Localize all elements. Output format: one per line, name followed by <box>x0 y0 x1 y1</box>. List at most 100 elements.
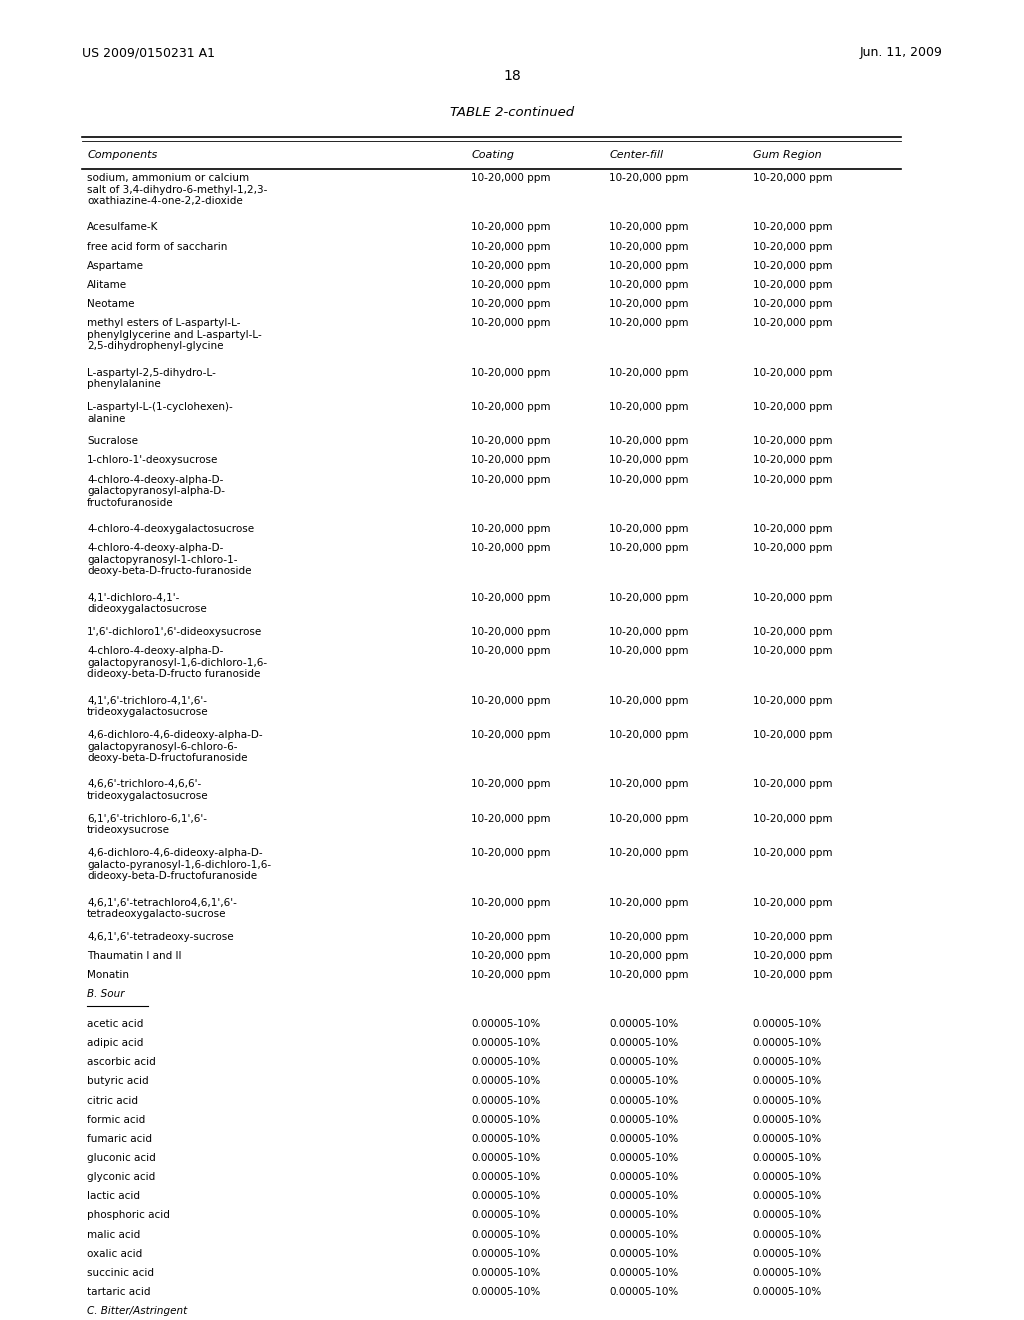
Text: 10-20,000 ppm: 10-20,000 ppm <box>471 627 551 638</box>
Text: 10-20,000 ppm: 10-20,000 ppm <box>609 593 689 603</box>
Text: 10-20,000 ppm: 10-20,000 ppm <box>471 260 551 271</box>
Text: 10-20,000 ppm: 10-20,000 ppm <box>753 280 833 290</box>
Text: 4-chloro-4-deoxygalactosucrose: 4-chloro-4-deoxygalactosucrose <box>87 524 254 535</box>
Text: 10-20,000 ppm: 10-20,000 ppm <box>609 367 689 378</box>
Text: 10-20,000 ppm: 10-20,000 ppm <box>609 645 689 656</box>
Text: 10-20,000 ppm: 10-20,000 ppm <box>471 898 551 908</box>
Text: 10-20,000 ppm: 10-20,000 ppm <box>753 367 833 378</box>
Text: 0.00005-10%: 0.00005-10% <box>609 1134 679 1144</box>
Text: 10-20,000 ppm: 10-20,000 ppm <box>753 223 833 232</box>
Text: 10-20,000 ppm: 10-20,000 ppm <box>609 401 689 412</box>
Text: 4-chloro-4-deoxy-alpha-D-
galactopyranosyl-1-chloro-1-
deoxy-beta-D-fructo-furan: 4-chloro-4-deoxy-alpha-D- galactopyranos… <box>87 543 252 577</box>
Text: 10-20,000 ppm: 10-20,000 ppm <box>609 898 689 908</box>
Text: malic acid: malic acid <box>87 1229 140 1239</box>
Text: 10-20,000 ppm: 10-20,000 ppm <box>753 298 833 309</box>
Text: 10-20,000 ppm: 10-20,000 ppm <box>471 779 551 789</box>
Text: 4,6,6'-trichloro-4,6,6'-
trideoxygalactosucrose: 4,6,6'-trichloro-4,6,6'- trideoxygalacto… <box>87 779 209 801</box>
Text: 10-20,000 ppm: 10-20,000 ppm <box>753 173 833 183</box>
Text: 0.00005-10%: 0.00005-10% <box>471 1152 541 1163</box>
Text: Components: Components <box>87 150 158 161</box>
Text: 4-chloro-4-deoxy-alpha-D-
galactopyranosyl-alpha-D-
fructofuranoside: 4-chloro-4-deoxy-alpha-D- galactopyranos… <box>87 474 225 508</box>
Text: ascorbic acid: ascorbic acid <box>87 1057 156 1068</box>
Text: 0.00005-10%: 0.00005-10% <box>753 1267 822 1278</box>
Text: 0.00005-10%: 0.00005-10% <box>609 1287 679 1298</box>
Text: 0.00005-10%: 0.00005-10% <box>471 1076 541 1086</box>
Text: 0.00005-10%: 0.00005-10% <box>753 1152 822 1163</box>
Text: glyconic acid: glyconic acid <box>87 1172 156 1183</box>
Text: 4,6-dichloro-4,6-dideoxy-alpha-D-
galacto-pyranosyl-1,6-dichloro-1,6-
dideoxy-be: 4,6-dichloro-4,6-dideoxy-alpha-D- galact… <box>87 847 271 882</box>
Text: oxalic acid: oxalic acid <box>87 1249 142 1259</box>
Text: 10-20,000 ppm: 10-20,000 ppm <box>609 696 689 706</box>
Text: 0.00005-10%: 0.00005-10% <box>753 1210 822 1221</box>
Text: 0.00005-10%: 0.00005-10% <box>609 1191 679 1201</box>
Text: 10-20,000 ppm: 10-20,000 ppm <box>753 847 833 858</box>
Text: L-aspartyl-2,5-dihydro-L-
phenylalanine: L-aspartyl-2,5-dihydro-L- phenylalanine <box>87 367 216 389</box>
Text: sodium, ammonium or calcium
salt of 3,4-dihydro-6-methyl-1,2,3-
oxathiazine-4-on: sodium, ammonium or calcium salt of 3,4-… <box>87 173 267 206</box>
Text: 10-20,000 ppm: 10-20,000 ppm <box>609 298 689 309</box>
Text: 10-20,000 ppm: 10-20,000 ppm <box>609 436 689 446</box>
Text: Sucralose: Sucralose <box>87 436 138 446</box>
Text: 0.00005-10%: 0.00005-10% <box>753 1019 822 1030</box>
Text: 10-20,000 ppm: 10-20,000 ppm <box>753 242 833 252</box>
Text: 10-20,000 ppm: 10-20,000 ppm <box>471 813 551 824</box>
Text: 0.00005-10%: 0.00005-10% <box>609 1038 679 1048</box>
Text: adipic acid: adipic acid <box>87 1038 143 1048</box>
Text: 0.00005-10%: 0.00005-10% <box>753 1191 822 1201</box>
Text: 10-20,000 ppm: 10-20,000 ppm <box>753 779 833 789</box>
Text: 0.00005-10%: 0.00005-10% <box>753 1114 822 1125</box>
Text: 0.00005-10%: 0.00005-10% <box>471 1172 541 1183</box>
Text: 10-20,000 ppm: 10-20,000 ppm <box>471 173 551 183</box>
Text: Coating: Coating <box>471 150 514 161</box>
Text: 10-20,000 ppm: 10-20,000 ppm <box>471 223 551 232</box>
Text: 18: 18 <box>503 69 521 83</box>
Text: 10-20,000 ppm: 10-20,000 ppm <box>753 436 833 446</box>
Text: 10-20,000 ppm: 10-20,000 ppm <box>471 950 551 961</box>
Text: 10-20,000 ppm: 10-20,000 ppm <box>471 543 551 553</box>
Text: 0.00005-10%: 0.00005-10% <box>609 1172 679 1183</box>
Text: 10-20,000 ppm: 10-20,000 ppm <box>471 318 551 329</box>
Text: 0.00005-10%: 0.00005-10% <box>471 1134 541 1144</box>
Text: 10-20,000 ppm: 10-20,000 ppm <box>471 280 551 290</box>
Text: 10-20,000 ppm: 10-20,000 ppm <box>609 474 689 484</box>
Text: 10-20,000 ppm: 10-20,000 ppm <box>753 970 833 981</box>
Text: formic acid: formic acid <box>87 1114 145 1125</box>
Text: 0.00005-10%: 0.00005-10% <box>609 1096 679 1106</box>
Text: 0.00005-10%: 0.00005-10% <box>471 1096 541 1106</box>
Text: butyric acid: butyric acid <box>87 1076 148 1086</box>
Text: 10-20,000 ppm: 10-20,000 ppm <box>753 813 833 824</box>
Text: 10-20,000 ppm: 10-20,000 ppm <box>753 593 833 603</box>
Text: methyl esters of L-aspartyl-L-
phenylglycerine and L-aspartyl-L-
2,5-dihydrophen: methyl esters of L-aspartyl-L- phenylgly… <box>87 318 262 351</box>
Text: 0.00005-10%: 0.00005-10% <box>609 1114 679 1125</box>
Text: 10-20,000 ppm: 10-20,000 ppm <box>609 932 689 942</box>
Text: Alitame: Alitame <box>87 280 127 290</box>
Text: 10-20,000 ppm: 10-20,000 ppm <box>753 627 833 638</box>
Text: 10-20,000 ppm: 10-20,000 ppm <box>753 696 833 706</box>
Text: 10-20,000 ppm: 10-20,000 ppm <box>753 645 833 656</box>
Text: acetic acid: acetic acid <box>87 1019 143 1030</box>
Text: 0.00005-10%: 0.00005-10% <box>609 1267 679 1278</box>
Text: 10-20,000 ppm: 10-20,000 ppm <box>471 242 551 252</box>
Text: 10-20,000 ppm: 10-20,000 ppm <box>471 298 551 309</box>
Text: 0.00005-10%: 0.00005-10% <box>471 1249 541 1259</box>
Text: 0.00005-10%: 0.00005-10% <box>471 1191 541 1201</box>
Text: 10-20,000 ppm: 10-20,000 ppm <box>753 260 833 271</box>
Text: TABLE 2-continued: TABLE 2-continued <box>450 106 574 119</box>
Text: 10-20,000 ppm: 10-20,000 ppm <box>753 524 833 535</box>
Text: 0.00005-10%: 0.00005-10% <box>609 1019 679 1030</box>
Text: 10-20,000 ppm: 10-20,000 ppm <box>471 524 551 535</box>
Text: Thaumatin I and II: Thaumatin I and II <box>87 950 181 961</box>
Text: 0.00005-10%: 0.00005-10% <box>471 1038 541 1048</box>
Text: 10-20,000 ppm: 10-20,000 ppm <box>753 730 833 741</box>
Text: 10-20,000 ppm: 10-20,000 ppm <box>609 173 689 183</box>
Text: 0.00005-10%: 0.00005-10% <box>753 1076 822 1086</box>
Text: 10-20,000 ppm: 10-20,000 ppm <box>753 950 833 961</box>
Text: Monatin: Monatin <box>87 970 129 981</box>
Text: 10-20,000 ppm: 10-20,000 ppm <box>471 847 551 858</box>
Text: 10-20,000 ppm: 10-20,000 ppm <box>609 543 689 553</box>
Text: Acesulfame-K: Acesulfame-K <box>87 223 159 232</box>
Text: tartaric acid: tartaric acid <box>87 1287 151 1298</box>
Text: 10-20,000 ppm: 10-20,000 ppm <box>471 932 551 942</box>
Text: 4,1',6'-trichloro-4,1',6'-
trideoxygalactosucrose: 4,1',6'-trichloro-4,1',6'- trideoxygalac… <box>87 696 209 717</box>
Text: 10-20,000 ppm: 10-20,000 ppm <box>609 260 689 271</box>
Text: 10-20,000 ppm: 10-20,000 ppm <box>753 932 833 942</box>
